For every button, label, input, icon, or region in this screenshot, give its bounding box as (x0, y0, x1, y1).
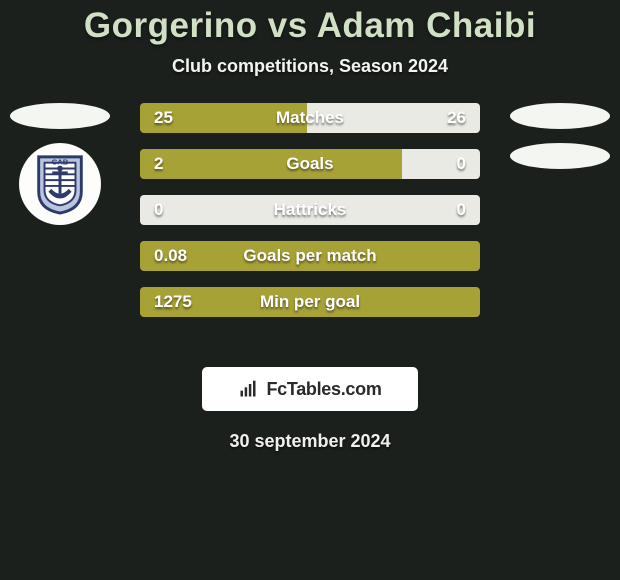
stat-label: Goals (286, 154, 333, 174)
shield-anchor-icon: CAB (29, 153, 91, 215)
date-text: 30 september 2024 (229, 431, 390, 452)
player-left: CAB (10, 103, 110, 225)
stat-value-right: 0 (457, 154, 466, 174)
stat-row: Matches 25 26 (140, 103, 480, 133)
player-placeholder-ellipse (510, 103, 610, 129)
player-right (510, 103, 610, 169)
stat-label: Min per goal (260, 292, 360, 312)
badge-text: CAB (52, 158, 69, 167)
brand-text: FcTables.com (266, 379, 381, 400)
bar-chart-icon (238, 379, 258, 399)
comparison-area: CAB Matches 25 26 Goals 2 0 Hattricks 0 0 Goals p… (0, 109, 620, 349)
stat-value-right: 26 (447, 108, 466, 128)
stat-label: Matches (276, 108, 344, 128)
stat-bars: Matches 25 26 Goals 2 0 Hattricks 0 0 Goals per m… (140, 103, 480, 317)
brand-badge: FcTables.com (202, 367, 418, 411)
player-placeholder-ellipse (10, 103, 110, 129)
stat-value-left: 25 (154, 108, 173, 128)
stat-row: Min per goal 1275 (140, 287, 480, 317)
page-subtitle: Club competitions, Season 2024 (172, 56, 448, 77)
club-badge-left: CAB (19, 143, 101, 225)
stat-value-left: 0.08 (154, 246, 187, 266)
card: Gorgerino vs Adam Chaibi Club competitio… (0, 0, 620, 580)
stat-value-right: 0 (457, 200, 466, 220)
stat-label: Hattricks (274, 200, 347, 220)
stat-value-left: 0 (154, 200, 163, 220)
stat-label: Goals per match (243, 246, 376, 266)
page-title: Gorgerino vs Adam Chaibi (84, 6, 536, 46)
stat-row: Hattricks 0 0 (140, 195, 480, 225)
player-placeholder-ellipse (510, 143, 610, 169)
stat-value-left: 1275 (154, 292, 192, 312)
stat-value-left: 2 (154, 154, 163, 174)
stat-row: Goals per match 0.08 (140, 241, 480, 271)
stat-row: Goals 2 0 (140, 149, 480, 179)
